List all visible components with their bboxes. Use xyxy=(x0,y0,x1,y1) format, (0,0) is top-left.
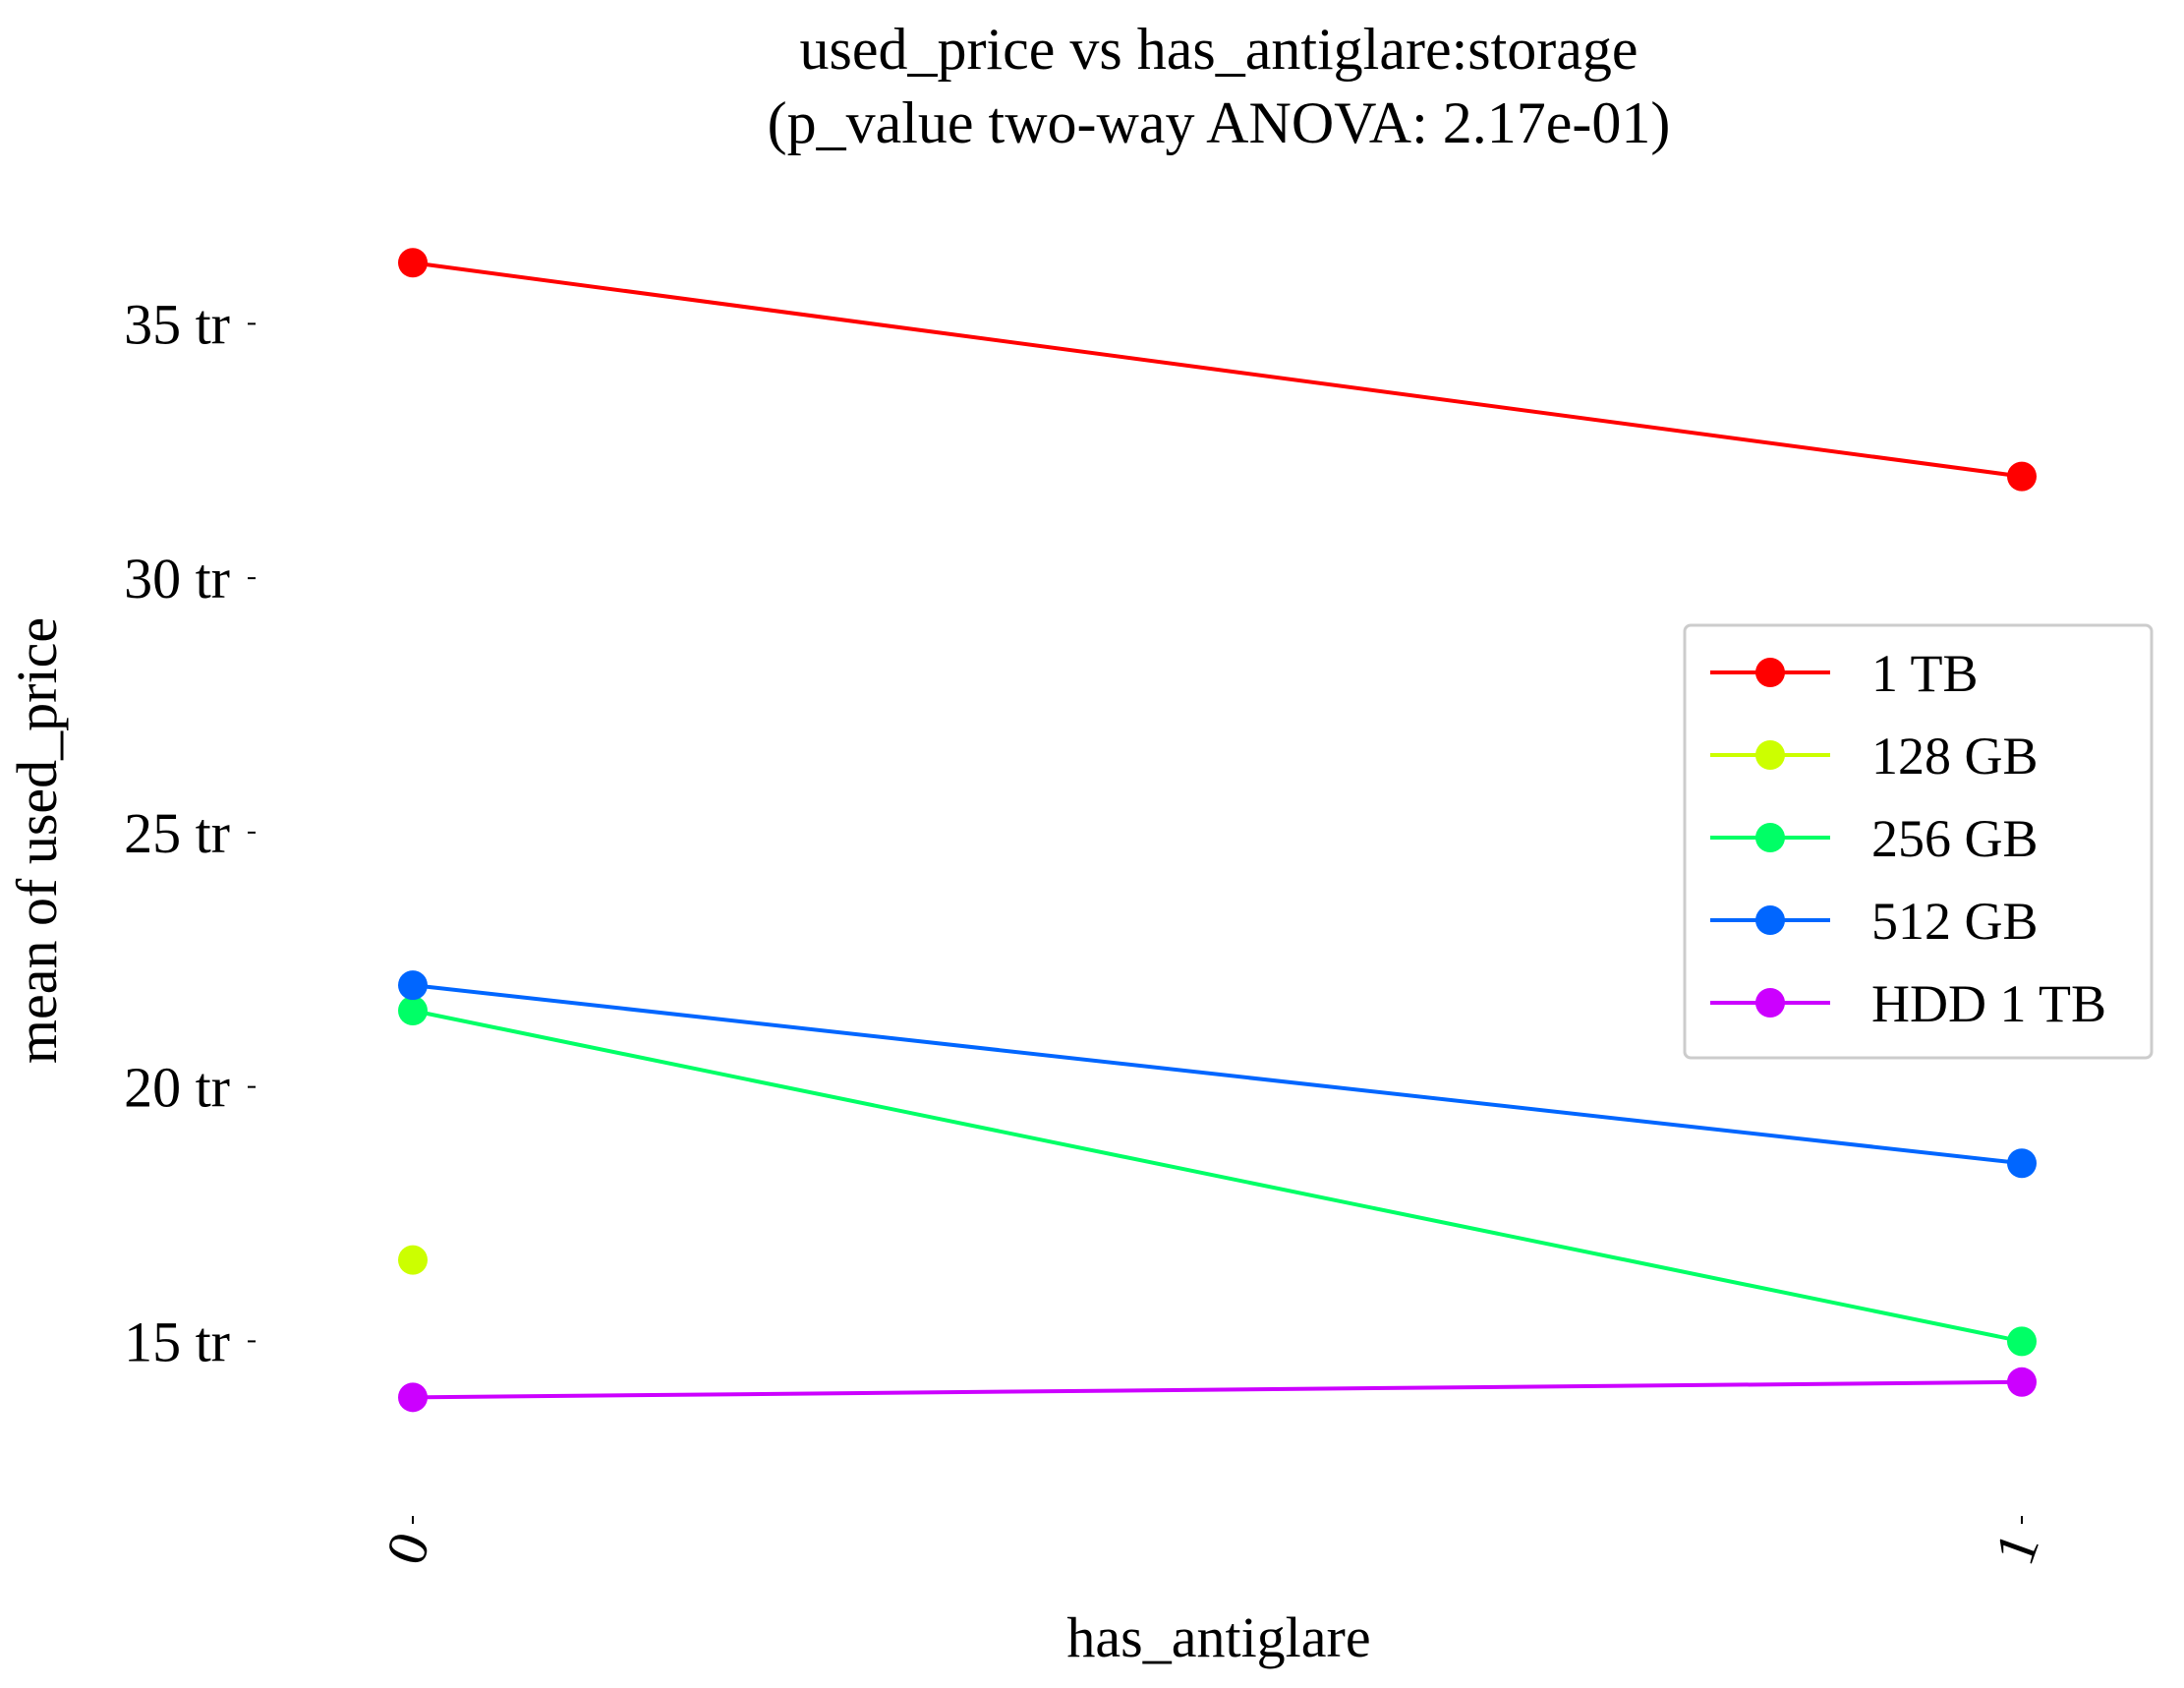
legend-item: 256 GB xyxy=(1710,809,2039,868)
legend-label: 256 GB xyxy=(1871,809,2039,868)
x-axis-label: has_antiglare xyxy=(1066,1605,1370,1669)
series-1-tb xyxy=(398,248,2037,492)
y-tick-label: 25 tr xyxy=(124,801,230,865)
y-axis-ticks: 15 tr 20 tr 25 tr 30 tr 35 tr xyxy=(124,292,256,1373)
x-tick-label: 1 xyxy=(1982,1524,2051,1572)
series-line xyxy=(412,1379,2023,1400)
data-point xyxy=(398,1382,428,1413)
series-line xyxy=(412,261,2023,479)
x-tick-label: 0 xyxy=(373,1524,442,1572)
chart-subtitle: (p_value two-way ANOVA: 2.17e-01) xyxy=(768,90,1671,155)
series-line xyxy=(412,1009,2023,1344)
chart-title: used_price vs has_antiglare:storage xyxy=(799,17,1638,82)
legend-item: HDD 1 TB xyxy=(1710,974,2106,1033)
legend-marker xyxy=(1755,823,1785,852)
data-point xyxy=(398,1245,428,1275)
legend-label: HDD 1 TB xyxy=(1871,974,2106,1033)
legend-marker xyxy=(1755,658,1785,687)
data-point xyxy=(2007,461,2037,492)
data-point xyxy=(398,970,428,1001)
y-tick-label: 35 tr xyxy=(124,292,230,356)
series-512-gb xyxy=(398,970,2037,1179)
y-tick-label: 30 tr xyxy=(124,547,230,611)
legend-item: 512 GB xyxy=(1710,892,2039,951)
legend-item: 128 GB xyxy=(1710,727,2039,786)
data-point xyxy=(2007,1326,2037,1357)
series-line xyxy=(412,983,2023,1166)
legend-marker xyxy=(1755,740,1785,770)
series-hdd-1-tb xyxy=(398,1367,2037,1413)
y-axis-label: mean of used_price xyxy=(5,617,69,1064)
data-point xyxy=(398,248,428,278)
legend: 1 TB 128 GB 256 GB 512 GB HDD 1 TB xyxy=(1683,623,2154,1060)
y-tick-label: 20 tr xyxy=(124,1056,230,1120)
legend-label: 1 TB xyxy=(1871,644,1979,703)
legend-item: 1 TB xyxy=(1710,644,1979,703)
data-point xyxy=(2007,1148,2037,1179)
data-point xyxy=(2007,1367,2037,1397)
plot-series xyxy=(398,248,2037,1413)
y-tick-label: 15 tr xyxy=(124,1310,230,1373)
series-256-gb xyxy=(398,996,2037,1357)
series-128-gb xyxy=(398,1245,428,1275)
legend-marker xyxy=(1755,905,1785,935)
legend-marker xyxy=(1755,988,1785,1018)
legend-label: 128 GB xyxy=(1871,727,2039,786)
legend-label: 512 GB xyxy=(1871,892,2039,951)
data-point xyxy=(398,996,428,1026)
legend-frame xyxy=(1683,623,2154,1060)
